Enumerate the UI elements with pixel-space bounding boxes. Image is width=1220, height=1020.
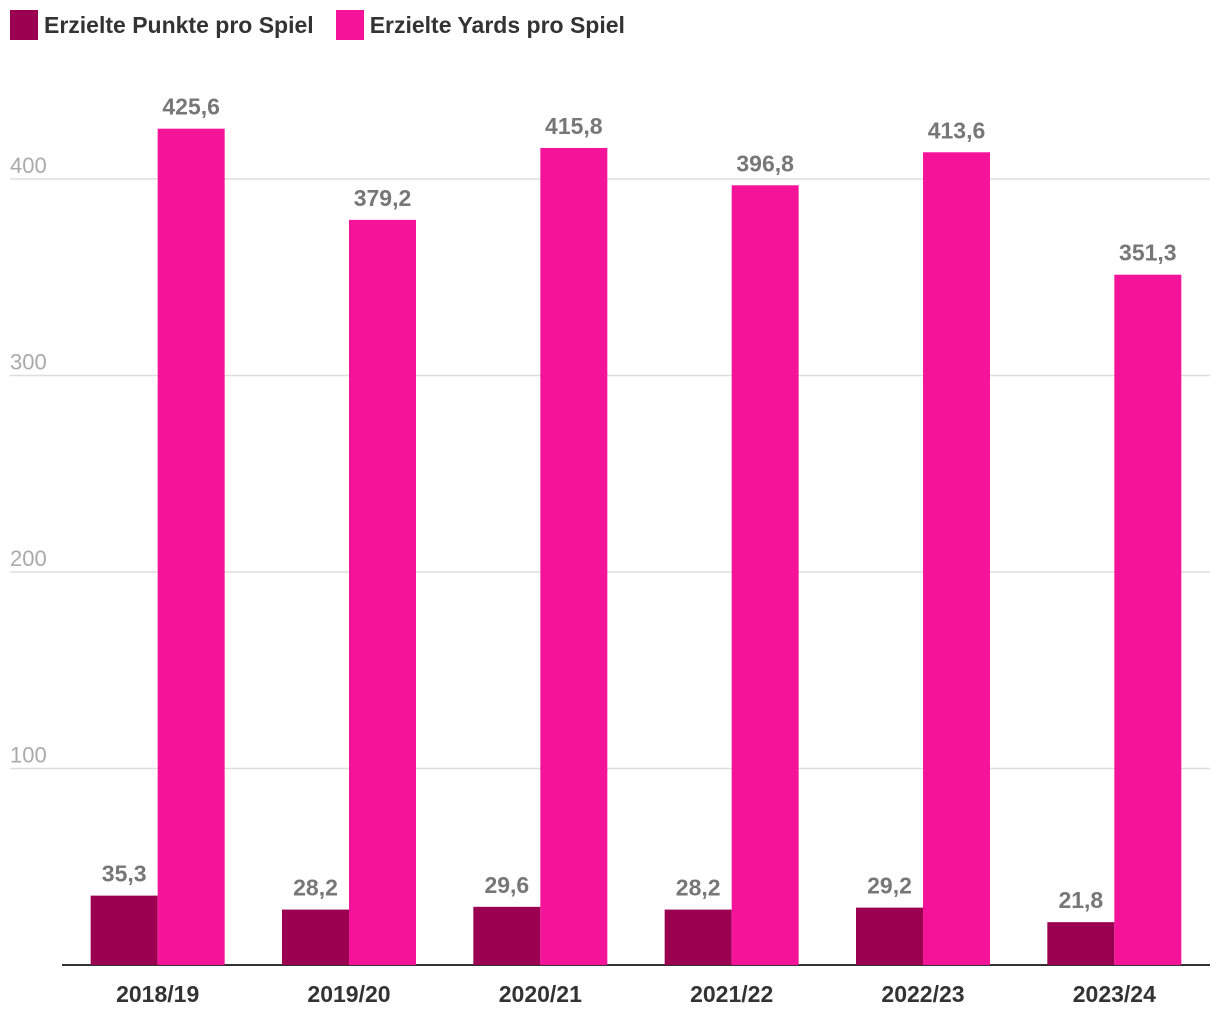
data-label-yards-1: 379,2: [354, 185, 412, 211]
data-label-yards-2: 415,8: [545, 113, 603, 139]
data-label-points-3: 28,2: [676, 875, 721, 901]
y-tick-label-200: 200: [10, 546, 47, 571]
legend-label-yards: Erzielte Yards pro Spiel: [369, 11, 625, 38]
x-tick-label-2: 2020/21: [499, 981, 582, 1007]
data-label-yards-0: 425,6: [162, 94, 220, 120]
bar-yards-3: [731, 185, 799, 966]
legend-item-yards: Erzielte Yards pro Spiel: [335, 10, 625, 40]
legend: Erzielte Punkte pro Spiel Erzielte Yards…: [10, 10, 625, 40]
y-tick-label-300: 300: [10, 350, 47, 375]
x-tick-label-1: 2019/20: [307, 981, 390, 1007]
bar-yards-2: [540, 147, 608, 965]
data-label-yards-5: 351,3: [1119, 240, 1177, 266]
bar-points-3: [664, 909, 732, 965]
x-tick-label-5: 2023/24: [1073, 981, 1156, 1007]
data-label-yards-4: 413,6: [928, 117, 986, 143]
data-label-points-1: 28,2: [293, 875, 338, 901]
bar-points-4: [856, 907, 923, 965]
legend-label-points: Erzielte Punkte pro Spiel: [44, 11, 314, 38]
bar-yards-5: [1114, 274, 1182, 965]
data-label-points-2: 29,6: [484, 872, 529, 898]
bar-yards-4: [923, 152, 990, 965]
legend-swatch-points: [10, 10, 38, 40]
y-tick-label-400: 400: [10, 153, 47, 178]
legend-swatch-yards: [335, 10, 364, 40]
data-label-yards-3: 396,8: [736, 150, 794, 176]
data-label-points-0: 35,3: [102, 861, 147, 887]
bar-yards-0: [157, 128, 225, 966]
x-tick-label-4: 2022/23: [881, 981, 964, 1007]
x-tick-label-0: 2018/19: [116, 981, 199, 1007]
data-label-points-5: 21,8: [1058, 887, 1103, 913]
legend-item-points: Erzielte Punkte pro Spiel: [10, 10, 314, 40]
data-label-points-4: 29,2: [867, 873, 912, 899]
bar-points-1: [282, 909, 349, 965]
bar-points-2: [473, 906, 541, 965]
x-tick-label-3: 2021/22: [690, 981, 773, 1007]
y-tick-label-100: 100: [10, 743, 47, 768]
bar-yards-1: [349, 219, 416, 965]
bar-points-0: [90, 895, 158, 965]
bar-points-5: [1047, 922, 1115, 965]
